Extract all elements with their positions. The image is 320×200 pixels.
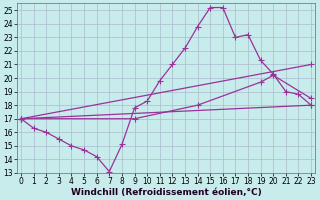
X-axis label: Windchill (Refroidissement éolien,°C): Windchill (Refroidissement éolien,°C) bbox=[71, 188, 261, 197]
